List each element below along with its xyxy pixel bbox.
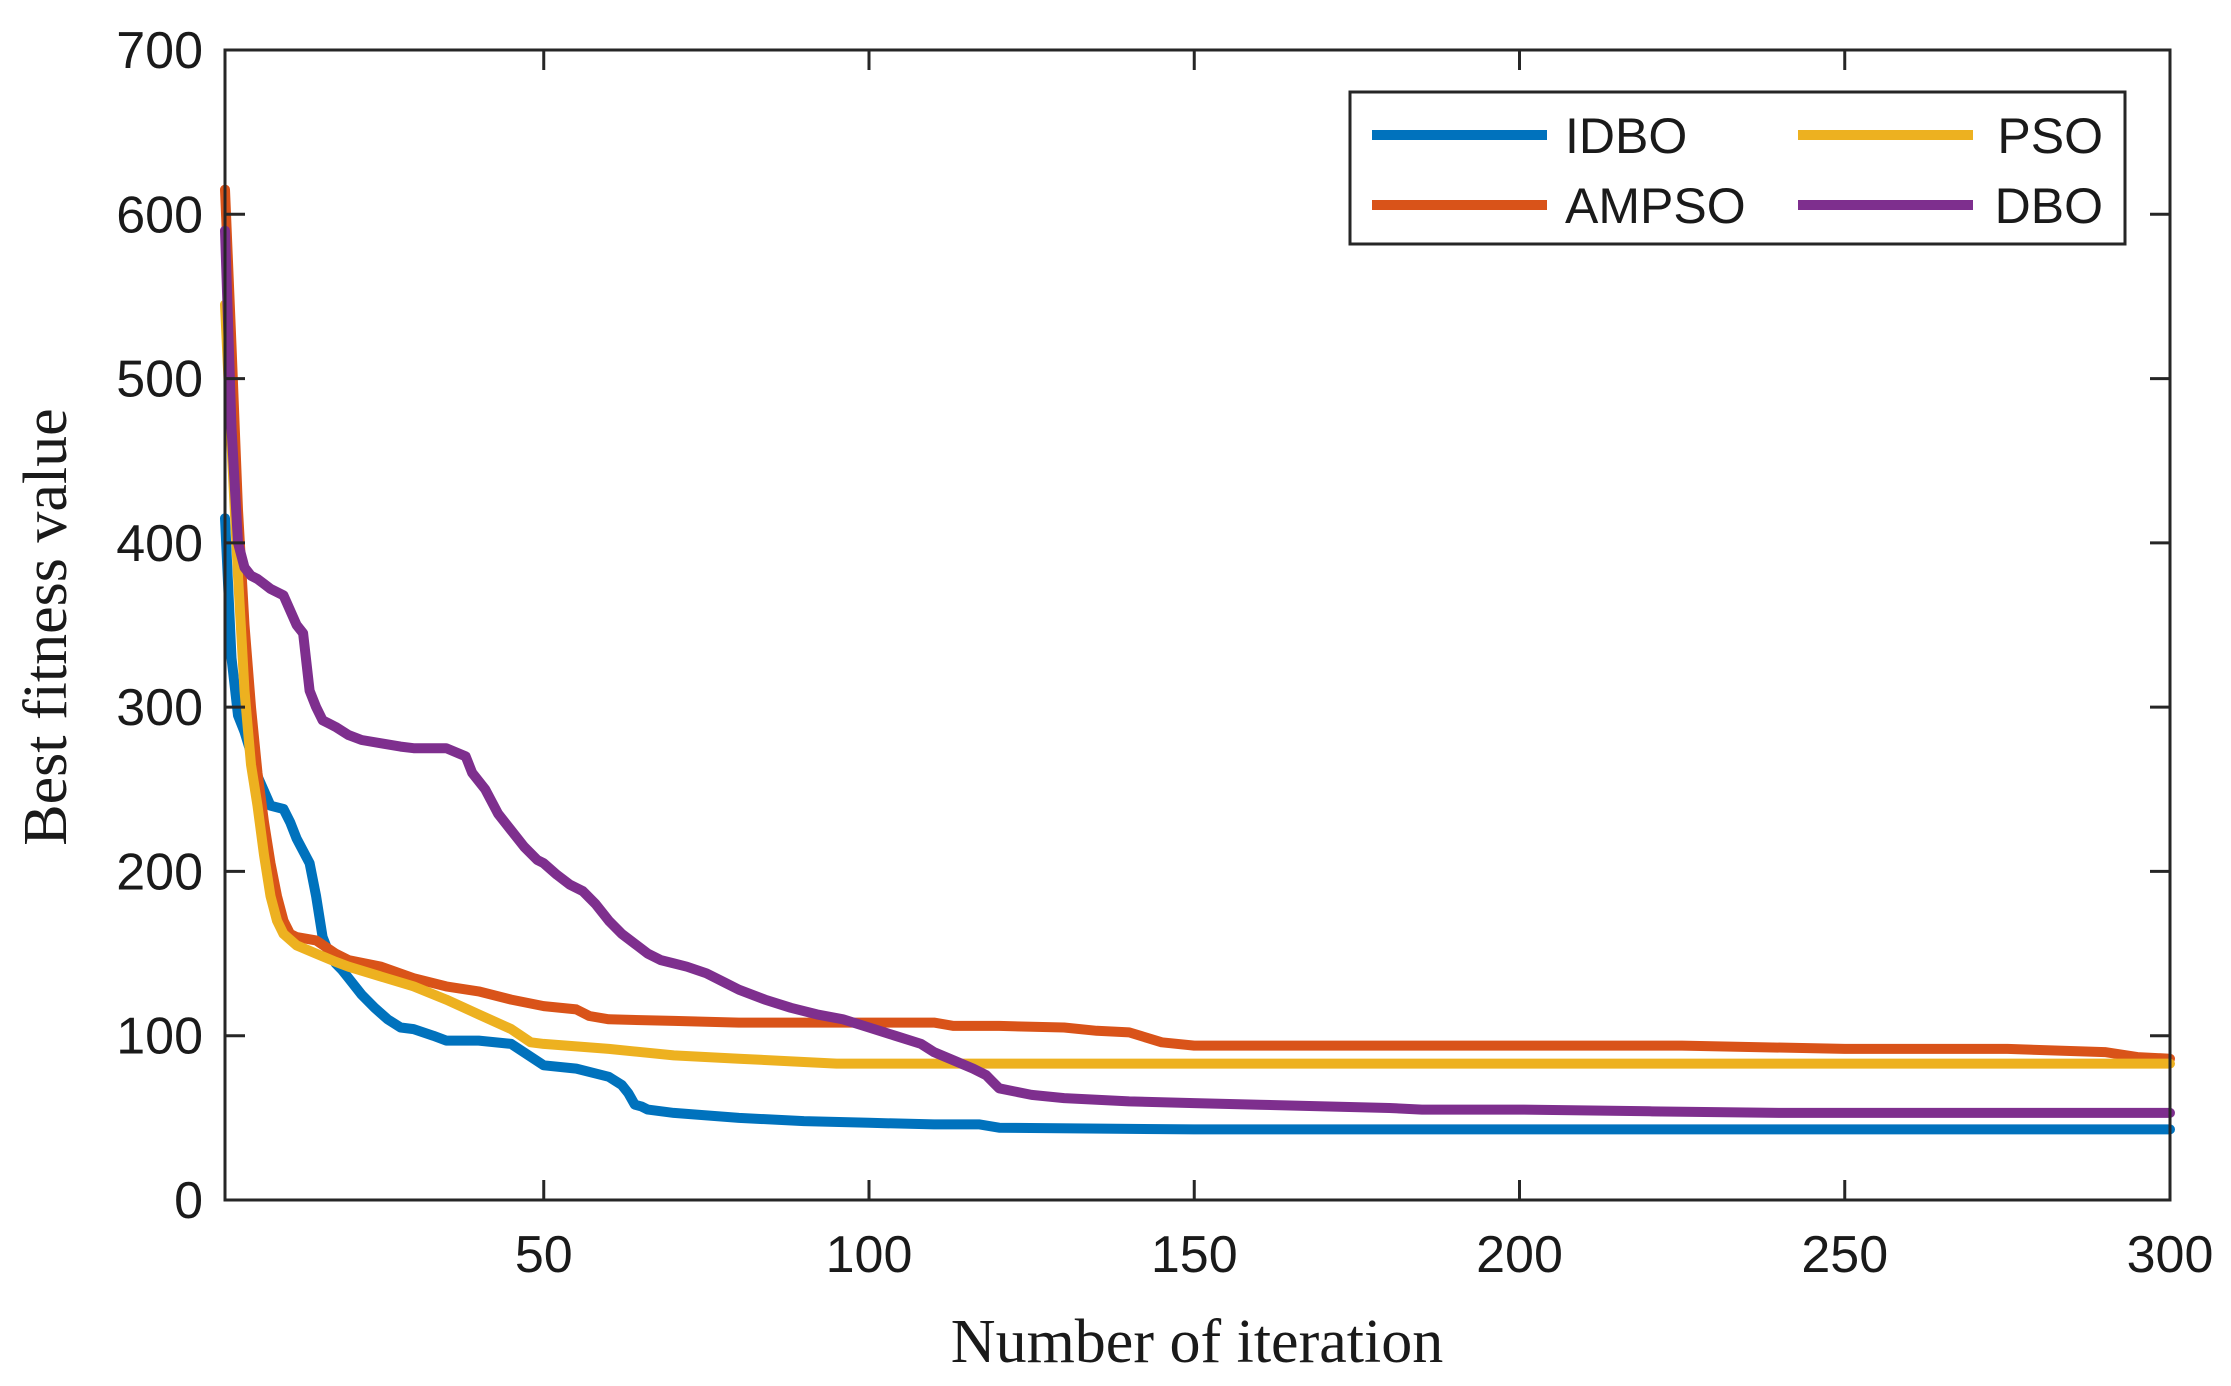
legend: IDBO AMPSO PSO DBO bbox=[1348, 90, 2127, 246]
legend-label-pso: PSO bbox=[1997, 108, 2103, 164]
y-tick-label: 100 bbox=[116, 1008, 203, 1066]
legend-label-dbo: DBO bbox=[1995, 178, 2103, 234]
x-tick-label: 200 bbox=[1476, 1226, 1563, 1284]
series-line-dbo bbox=[220, 225, 2175, 1118]
x-axis-title: Number of iteration bbox=[951, 1308, 1443, 1376]
x-tick-label: 150 bbox=[1151, 1226, 1238, 1284]
axes-box bbox=[223, 48, 2172, 1202]
y-tick-label: 500 bbox=[116, 351, 203, 409]
y-tick-label: 0 bbox=[174, 1172, 203, 1230]
x-tick-label: 300 bbox=[2127, 1226, 2214, 1284]
x-tick-label: 100 bbox=[826, 1226, 913, 1284]
y-tick-label: 300 bbox=[116, 679, 203, 737]
series-layer bbox=[220, 184, 2175, 1135]
series-line-idbo bbox=[220, 513, 2175, 1135]
y-tick-label: 600 bbox=[116, 186, 203, 244]
ticks-layer: 0 100 200 300 400 500 600 700 50 100 150 200 250 300 bbox=[116, 22, 2213, 1284]
y-tick-label: 200 bbox=[116, 843, 203, 901]
y-tick-label: 700 bbox=[116, 22, 203, 80]
legend-label-idbo: IDBO bbox=[1565, 108, 1687, 164]
axes-layer bbox=[223, 48, 2172, 1202]
series-line-pso bbox=[220, 299, 2175, 1069]
series-line-ampso bbox=[220, 184, 2175, 1064]
x-tick-label: 50 bbox=[515, 1226, 573, 1284]
legend-label-ampso: AMPSO bbox=[1565, 178, 1746, 234]
y-tick-label: 400 bbox=[116, 515, 203, 573]
x-tick-label: 250 bbox=[1801, 1226, 1888, 1284]
legend-box bbox=[1348, 90, 2127, 246]
y-axis-title: Best fitness value bbox=[12, 408, 80, 845]
